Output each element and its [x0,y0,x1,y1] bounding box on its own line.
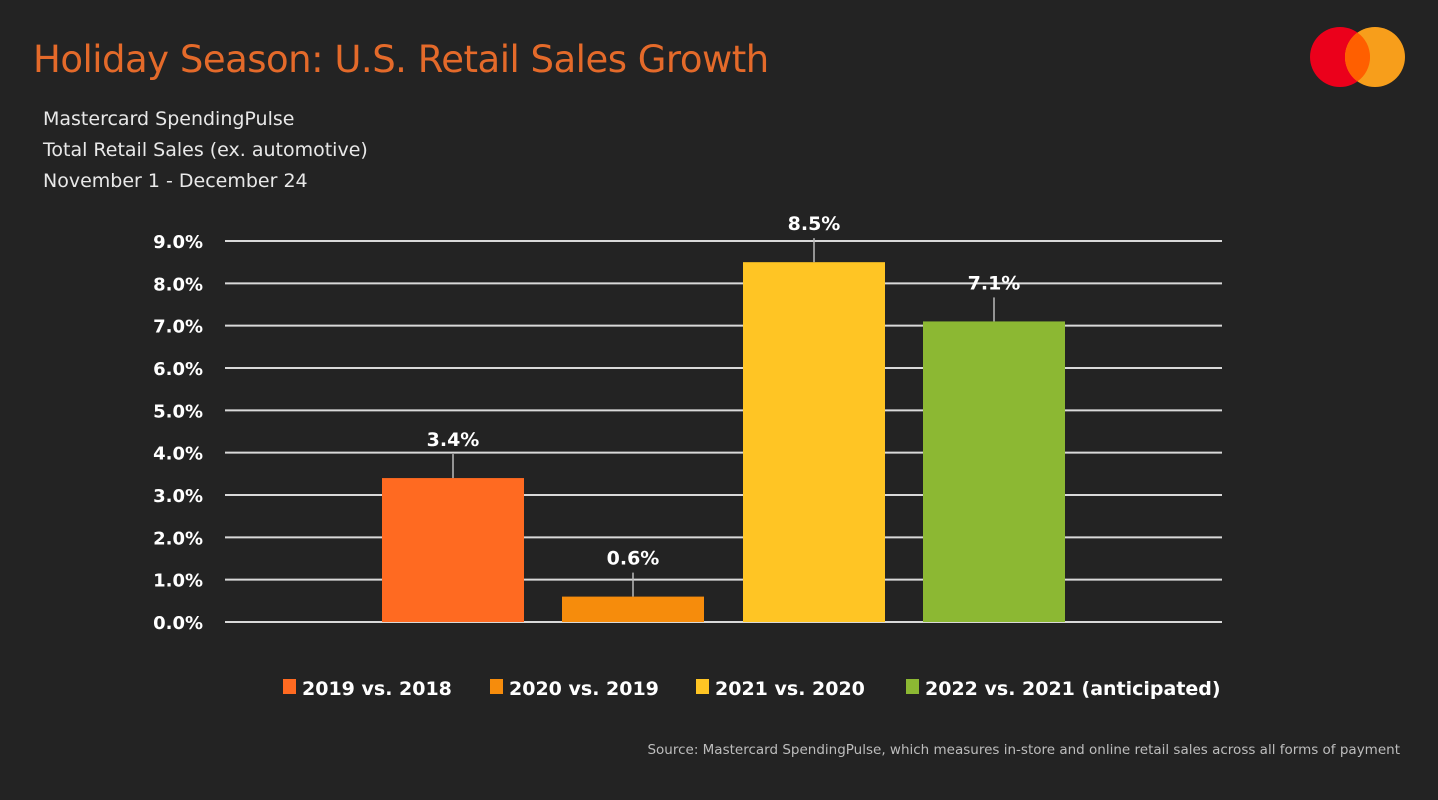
data-label: 0.6% [607,548,660,570]
bar-3 [743,262,885,622]
y-tick-label: 6.0% [153,359,203,380]
subtitle-line-3: November 1 - December 24 [43,170,308,192]
y-tick-label: 7.0% [153,317,203,338]
bar-2 [562,596,704,622]
legend-label: 2020 vs. 2019 [509,678,659,700]
data-label: 3.4% [427,429,480,451]
legend-swatch [906,679,919,694]
data-label: 8.5% [788,213,841,235]
bar-1 [382,478,524,622]
source-note: Source: Mastercard SpendingPulse, which … [647,742,1400,758]
y-tick-label: 2.0% [153,528,203,549]
legend-label: 2021 vs. 2020 [715,678,865,700]
y-tick-label: 5.0% [153,401,203,422]
legend-swatch [490,679,503,694]
legend-swatch [696,679,709,694]
y-tick-label: 4.0% [153,444,203,465]
chart-title: Holiday Season: U.S. Retail Sales Growth [33,38,769,81]
y-tick-label: 3.0% [153,486,203,507]
y-tick-label: 9.0% [153,232,203,253]
data-label: 7.1% [968,272,1021,294]
y-tick-label: 1.0% [153,571,203,592]
subtitle-line-2: Total Retail Sales (ex. automotive) [43,139,368,161]
bar-4 [923,321,1065,622]
legend-label: 2022 vs. 2021 (anticipated) [925,678,1221,700]
y-tick-label: 0.0% [153,613,203,634]
y-tick-label: 8.0% [153,274,203,295]
mastercard-logo [1310,27,1405,87]
legend-label: 2019 vs. 2018 [302,678,452,700]
legend-swatch [283,679,296,694]
subtitle-line-1: Mastercard SpendingPulse [43,108,295,130]
